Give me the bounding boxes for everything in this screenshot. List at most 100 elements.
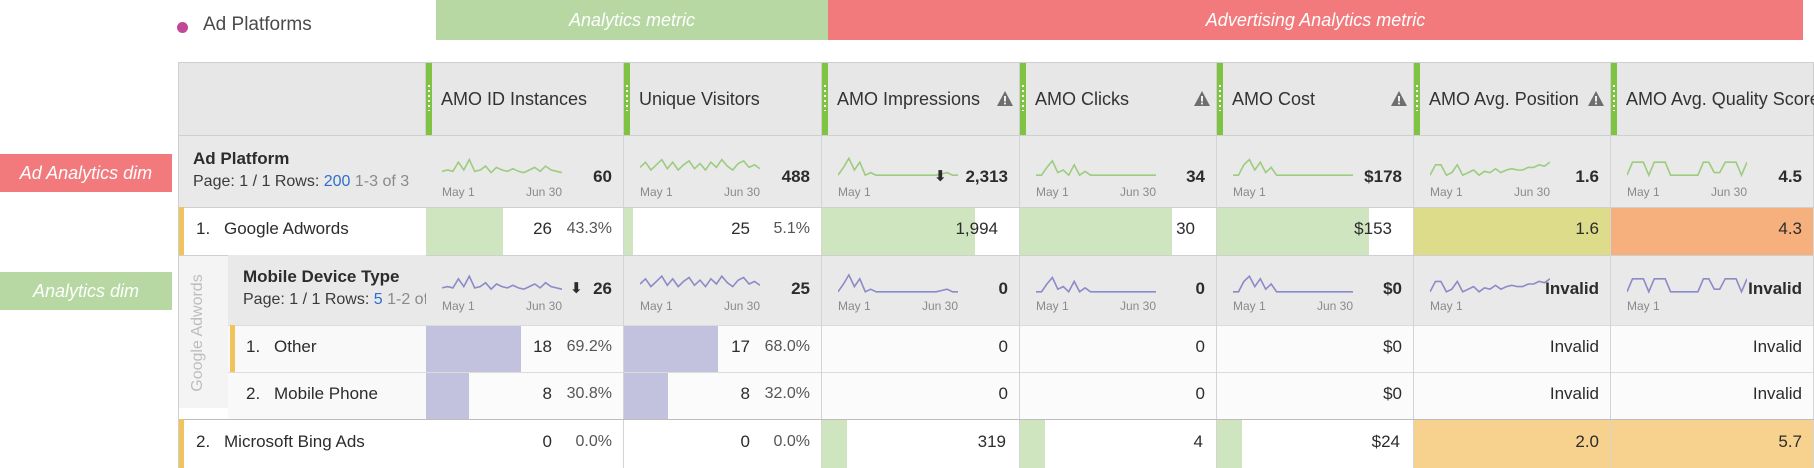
- column-total-value: 60: [593, 167, 612, 186]
- mobile-row-phone-label[interactable]: Mobile Phone: [274, 384, 378, 403]
- metric-bar: [624, 373, 668, 419]
- metric-value: 1.6: [1575, 219, 1599, 238]
- trend-sparkline: [442, 274, 562, 291]
- metric-value: 1,994: [955, 219, 998, 238]
- metric-value: 0: [740, 432, 750, 451]
- table-cell: [624, 372, 822, 419]
- column-drag-handle[interactable]: [426, 63, 432, 135]
- metric-value: 30: [1176, 219, 1195, 238]
- metric-value: $153: [1354, 219, 1392, 238]
- trend-sparkline: [1036, 159, 1156, 177]
- table-cell: [1020, 136, 1217, 207]
- sparkline-start-tick: May 1: [838, 185, 871, 199]
- trend-sparkline: [442, 157, 562, 174]
- column-drag-handle[interactable]: [1020, 63, 1026, 135]
- column-total-value: 4.5: [1778, 167, 1802, 186]
- metric-value: 2.0: [1575, 432, 1599, 451]
- row-range: 1-2 of: [387, 291, 429, 308]
- col-header-amo-cost[interactable]: AMO Cost: [1217, 63, 1414, 135]
- col-header-label: AMO Impressions: [837, 89, 981, 109]
- warning-icon[interactable]: [1587, 90, 1605, 108]
- sparkline-start-tick: May 1: [1627, 299, 1660, 313]
- metric-value: Invalid: [1752, 337, 1802, 356]
- warning-icon[interactable]: [996, 90, 1014, 108]
- trend-sparkline: [838, 273, 958, 293]
- cell-bg: [1611, 372, 1814, 419]
- metric-percent: 32.0%: [764, 385, 810, 402]
- analytics-metric-label: Analytics metric: [568, 9, 696, 30]
- col-header-label: AMO Cost: [1232, 89, 1316, 109]
- metric-bar: [624, 208, 633, 255]
- col-header-label: AMO Avg. Position: [1429, 89, 1579, 109]
- trend-down-icon: ⬇: [934, 168, 947, 185]
- google-adwords-label[interactable]: Google Adwords: [224, 219, 349, 238]
- mobile-pagination: Page: 1 / 1 Rows: 5 1-2 of: [243, 291, 428, 309]
- metric-value: 0: [1195, 384, 1205, 403]
- advertising-metric-label: Advertising Analytics metric: [1205, 9, 1426, 30]
- table-cell: [426, 325, 624, 372]
- table-cell: [822, 136, 1020, 207]
- sparkline-start-tick: May 1: [1233, 185, 1266, 199]
- col-header-unique-visitors[interactable]: Unique Visitors: [624, 63, 822, 135]
- advertising-metric-band: Advertising Analytics metric: [828, 0, 1803, 40]
- column-drag-handle[interactable]: [1414, 63, 1420, 135]
- column-drag-handle[interactable]: [822, 63, 828, 135]
- ad-analytics-dim-tag: Ad Analytics dim: [0, 154, 172, 192]
- cell-bg: [1611, 325, 1814, 372]
- column-drag-handle[interactable]: [624, 63, 630, 135]
- col-header-amo-clicks[interactable]: AMO Clicks: [1020, 63, 1217, 135]
- mobile-row-other-label[interactable]: Other: [274, 337, 317, 356]
- sparkline-start-tick: May 1: [442, 185, 475, 199]
- col-header-amo-impressions[interactable]: AMO Impressions: [822, 63, 1020, 135]
- col-header-amo-avg-position[interactable]: AMO Avg. Position: [1414, 63, 1611, 135]
- breakdown-parent-label: Google Adwords: [186, 258, 210, 408]
- table-cell: [1020, 256, 1217, 325]
- sparkline-start-tick: May 1: [838, 299, 871, 313]
- column-total-value: 0: [998, 279, 1008, 298]
- metric-value: 8: [740, 384, 750, 403]
- metric-value: 17: [731, 337, 750, 356]
- analytics-metric-band: Analytics metric: [436, 0, 828, 40]
- microsoft-bing-label[interactable]: Microsoft Bing Ads: [224, 432, 365, 451]
- table-cell: [822, 256, 1020, 325]
- breakdown-parent-text: Google Adwords: [189, 274, 206, 392]
- metric-value: 4.3: [1778, 219, 1802, 238]
- metric-bar: [1020, 208, 1172, 255]
- col-header-amo-id-instances[interactable]: AMO ID Instances: [426, 63, 624, 135]
- metric-value: 26: [533, 219, 552, 238]
- metric-value: $0: [1383, 337, 1402, 356]
- sparkline-end-tick: Jun 30: [1317, 299, 1354, 313]
- rows-per-page-link[interactable]: 5: [373, 291, 383, 308]
- table-cell: [1020, 208, 1217, 255]
- metric-bar: [1414, 420, 1611, 468]
- trend-sparkline: [1036, 276, 1156, 294]
- metric-percent: 5.1%: [773, 220, 810, 237]
- warning-icon[interactable]: [1193, 90, 1211, 108]
- column-drag-handle[interactable]: [1611, 63, 1617, 135]
- column-drag-handle[interactable]: [1217, 63, 1223, 135]
- metric-bar: [1611, 420, 1814, 468]
- metric-value: 319: [977, 432, 1006, 451]
- ad-platform-pagination: Page: 1 / 1 Rows: 200 1-3 of 3: [193, 173, 409, 191]
- metric-bar: [426, 208, 503, 255]
- metric-bar: [822, 208, 975, 255]
- cell-bg: [822, 325, 1020, 372]
- trend-down-icon: ⬇: [570, 280, 583, 297]
- column-total-value: Invalid: [1748, 279, 1802, 298]
- trend-sparkline: [1233, 274, 1353, 293]
- row-index: 1.: [246, 337, 261, 356]
- mobile-device-type-title: Mobile Device Type: [243, 267, 400, 286]
- metric-bar: [426, 326, 521, 372]
- metric-value: 4: [1193, 432, 1203, 451]
- table-cell: [1217, 208, 1414, 255]
- sparkline-start-tick: May 1: [1430, 299, 1463, 313]
- rows-per-page-link[interactable]: 200: [323, 173, 351, 190]
- metric-value: 25: [731, 219, 750, 238]
- metric-value: 0: [998, 384, 1008, 403]
- table-cell: [1020, 372, 1217, 419]
- table-cell: [624, 420, 822, 468]
- column-total-value: 26: [593, 279, 612, 298]
- col-header-amo-avg-quality-score[interactable]: AMO Avg. Quality Score: [1611, 63, 1814, 135]
- table-cell: [624, 136, 822, 207]
- warning-icon[interactable]: [1390, 90, 1408, 108]
